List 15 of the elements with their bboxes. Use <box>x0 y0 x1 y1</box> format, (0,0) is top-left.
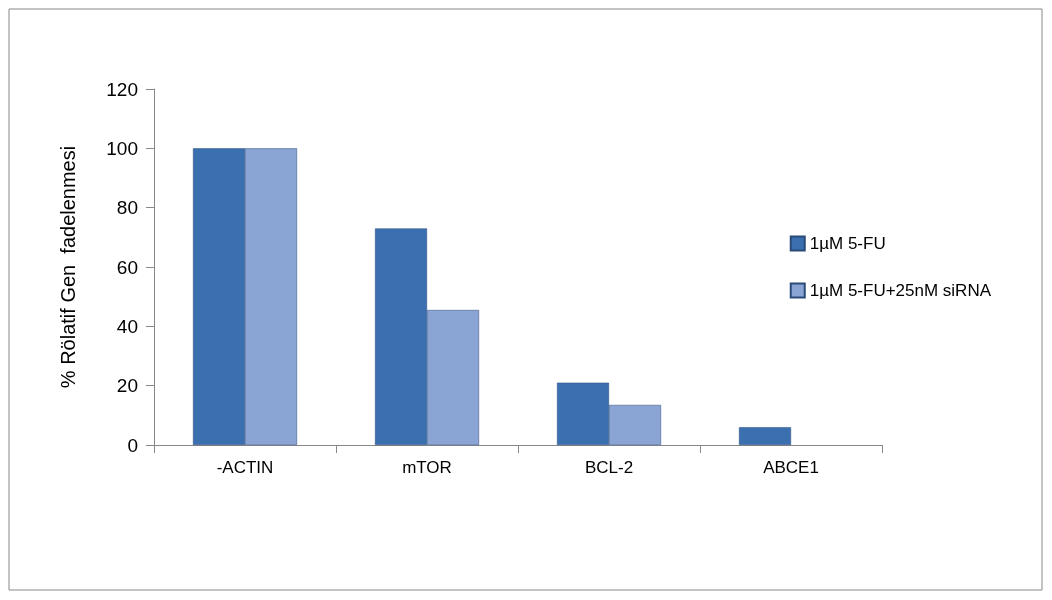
bar <box>739 427 791 445</box>
y-tick-label: 120 <box>106 78 138 100</box>
x-tick-label: ABCE1 <box>763 458 819 477</box>
y-tick-label: 100 <box>106 137 138 159</box>
y-tick-label: 80 <box>116 197 138 219</box>
y-tick-label: 40 <box>116 315 138 337</box>
y-tick-label: 20 <box>116 375 138 397</box>
x-tick-label: -ACTIN <box>216 458 274 477</box>
legend-label: 1µM 5-FU+25nM siRNA <box>809 281 992 300</box>
legend-label: 1µM 5-FU <box>809 234 886 253</box>
y-tick-label: 60 <box>116 256 138 278</box>
x-tick-label: BCL-2 <box>584 458 634 477</box>
y-axis-title: % Rölatif Gen fadelenmesi <box>57 145 79 389</box>
x-tick-label: mTOR <box>402 458 452 477</box>
y-tick-label: 0 <box>127 434 138 456</box>
